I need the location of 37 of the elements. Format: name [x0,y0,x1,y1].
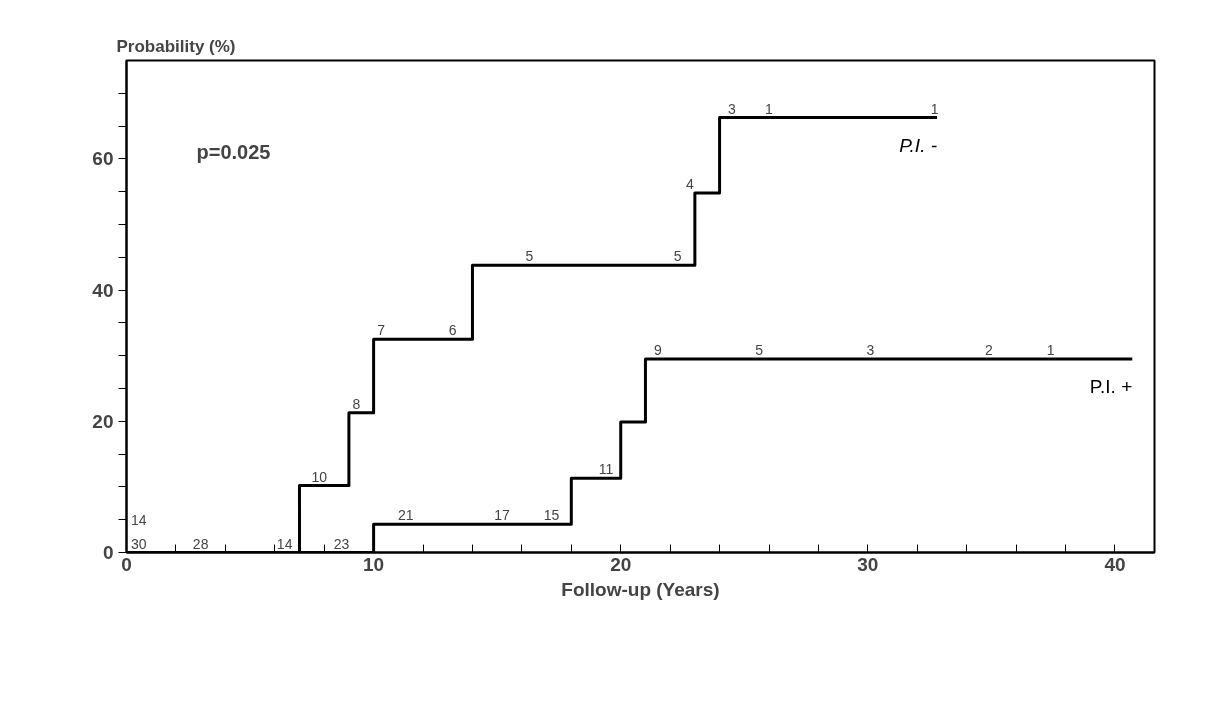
x-axis-title: Follow-up (Years) [561,578,720,600]
x-tick-label: 20 [610,553,632,575]
x-tick-label: 10 [363,553,385,575]
annotation: 5 [525,248,534,265]
y-axis-title: Probability (%) [116,36,236,56]
annotation: 5 [673,248,682,265]
y-tick-label: 60 [92,148,114,170]
annotation: 6 [448,322,457,339]
annotation: 4 [686,176,695,193]
annotation: 21 [397,507,414,524]
annotation: 1 [1046,341,1055,358]
annotation: p=0.025 [196,140,271,163]
annotation: 14 [131,511,147,528]
annotation: 17 [494,507,511,524]
annotation: 11 [598,461,614,478]
annotation: 1 [930,100,939,117]
series-label: P.I. + [1089,375,1133,397]
annotation: 3 [728,100,737,117]
annotation: 9 [653,341,662,358]
y-tick-label: 20 [92,410,114,432]
annotation: 28 [192,535,209,552]
x-tick-label: 0 [121,553,132,575]
annotation: 2 [985,341,994,358]
x-tick-label: 30 [857,553,879,575]
annotation: 10 [311,468,328,485]
annotation: 7 [377,322,386,339]
series-label: P.I. - [899,134,938,156]
annotation: 8 [352,395,361,412]
annotation: 3 [866,341,875,358]
x-tick-label: 40 [1104,553,1126,575]
annotation: 14 [276,535,293,552]
annotation: 5 [755,341,764,358]
annotation: 23 [333,535,350,552]
annotation: 1 [765,100,774,117]
y-tick-label: 40 [92,279,114,301]
annotation: 30 [131,535,147,552]
annotation: 15 [543,507,560,524]
